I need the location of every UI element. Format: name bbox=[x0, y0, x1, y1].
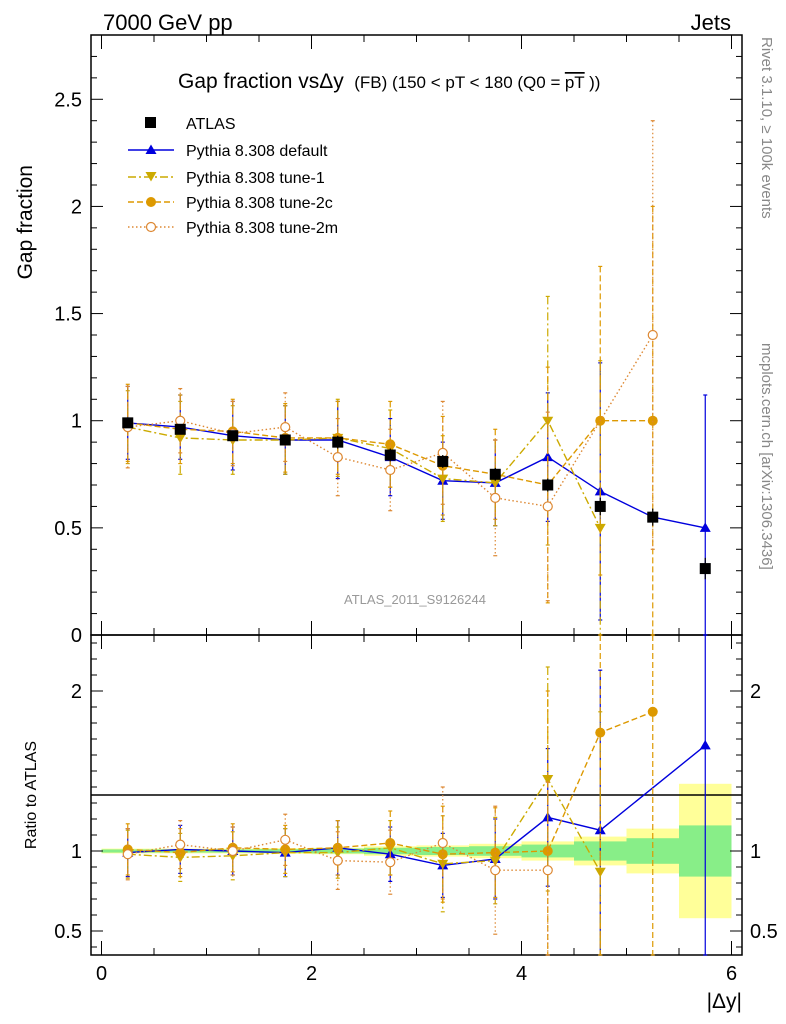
chart-title-overline: pT bbox=[565, 73, 585, 92]
atlas-data-point bbox=[542, 479, 554, 491]
ratio-point-pythia-8-308-tune-2c bbox=[595, 727, 606, 738]
atlas-data-point bbox=[594, 500, 606, 512]
ratio-point-pythia-8-308-tune-1 bbox=[489, 856, 501, 867]
analysis-watermark: ATLAS_2011_S9126244 bbox=[344, 592, 486, 607]
main-y-tick-label: 0 bbox=[71, 625, 82, 647]
main-point-pythia-8-308-tune-2m bbox=[385, 464, 396, 476]
atlas-data-point bbox=[122, 417, 134, 429]
ratio-point-pythia-8-308-tune-2c bbox=[437, 849, 448, 860]
chart-title-sub: (FB) (150 < pT < 180 (Q0 = bbox=[354, 73, 560, 92]
atlas-data-point bbox=[332, 436, 344, 448]
legend-label-atlas: ATLAS bbox=[186, 116, 236, 133]
main-y-axis-label: Gap fraction bbox=[14, 165, 37, 279]
chart-title-close: )) bbox=[589, 73, 600, 92]
main-y-tick-label: 2 bbox=[71, 196, 82, 218]
main-point-pythia-8-308-default bbox=[699, 522, 711, 532]
main-point-pythia-8-308-tune-2c bbox=[385, 439, 396, 450]
chart-title: Gap fraction vsΔy (FB) (150 < pT < 180 (… bbox=[178, 70, 600, 93]
main-line-pythia-8-308-default bbox=[127, 422, 706, 529]
legend-marker-tune1 bbox=[145, 172, 157, 182]
main-data-layer bbox=[122, 417, 711, 580]
ratio-point-pythia-8-308-tune-2m bbox=[122, 849, 133, 860]
ratio-point-pythia-8-308-tune-2m bbox=[280, 834, 291, 845]
legend-marker-tune2c bbox=[146, 197, 156, 207]
legend-label-tune2m: Pythia 8.308 tune-2m bbox=[186, 220, 338, 237]
atlas-data-point bbox=[699, 563, 711, 575]
legend-label-tune2c: Pythia 8.308 tune-2c bbox=[186, 195, 333, 212]
atlas-data-point bbox=[227, 430, 239, 442]
main-line-pythia-8-308-tune-1 bbox=[127, 419, 601, 529]
rivet-side-label: Rivet 3.1.10, ≥ 100k events bbox=[758, 37, 775, 219]
atlas-data-point bbox=[279, 434, 291, 446]
ratio-point-pythia-8-308-tune-2c bbox=[647, 706, 658, 717]
ratio-point-pythia-8-308-tune-2m bbox=[175, 839, 186, 850]
main-y-tick-label: 1 bbox=[71, 411, 82, 433]
ratio-series-layer bbox=[122, 634, 711, 956]
ratio-y-tick-label-right: 0.5 bbox=[750, 921, 778, 943]
ratio-point-pythia-8-308-tune-2m bbox=[332, 855, 343, 866]
ratio-y-ticks: 0.5 0.5 1 1 2 2 bbox=[54, 642, 778, 948]
x-tick-label: 6 bbox=[726, 963, 737, 985]
ratio-point-pythia-8-308-tune-2m bbox=[385, 857, 396, 868]
main-point-pythia-8-308-tune-1 bbox=[437, 474, 449, 485]
main-y-tick-label: 2.5 bbox=[54, 89, 82, 111]
legend-label-tune1: Pythia 8.308 tune-1 bbox=[186, 170, 325, 187]
legend-marker-atlas bbox=[145, 117, 156, 128]
legend-marker-default bbox=[145, 144, 157, 154]
ratio-point-pythia-8-308-tune-2m bbox=[227, 845, 238, 857]
ratio-y-tick-label-left: 2 bbox=[71, 681, 82, 703]
ratio-y-tick-label-right: 2 bbox=[750, 681, 761, 703]
main-point-pythia-8-308-tune-2m bbox=[490, 492, 501, 503]
main-point-pythia-8-308-tune-1 bbox=[174, 433, 186, 444]
x-ticks: 0 2 4 6 bbox=[96, 35, 737, 985]
atlas-data-point bbox=[437, 455, 449, 467]
mcplots-side-label: mcplots.cern.ch [arXiv:1306.3436] bbox=[758, 343, 775, 570]
atlas-data-point bbox=[647, 511, 659, 523]
ratio-line-pythia-8-308-tune-1 bbox=[127, 777, 601, 873]
ratio-point-pythia-8-308-tune-2c bbox=[490, 847, 501, 858]
header-jets-label: Jets bbox=[691, 10, 731, 35]
legend-marker-tune2m bbox=[145, 221, 157, 233]
x-tick-label: 2 bbox=[306, 963, 317, 985]
ratio-y-axis-label: Ratio to ATLAS bbox=[23, 741, 40, 849]
ratio-point-pythia-8-308-tune-2m bbox=[542, 865, 553, 876]
x-axis-label: |Δy| bbox=[707, 990, 742, 1013]
main-point-pythia-8-308-tune-2m bbox=[280, 422, 291, 433]
main-point-pythia-8-308-tune-2m bbox=[542, 501, 553, 512]
atlas-data-point bbox=[174, 423, 186, 435]
ratio-point-pythia-8-308-default bbox=[699, 739, 711, 750]
main-point-pythia-8-308-tune-2m bbox=[647, 329, 658, 341]
main-line-pythia-8-308-tune-2m bbox=[127, 334, 654, 508]
main-y-ticks: 0 0.5 1 1.5 2 2.5 bbox=[54, 34, 742, 647]
atlas-data-point bbox=[489, 468, 501, 480]
legend-label-default: Pythia 8.308 default bbox=[186, 143, 328, 160]
x-tick-label: 4 bbox=[516, 963, 527, 985]
main-y-tick-label: 0.5 bbox=[54, 518, 82, 540]
header-energy-label: 7000 GeV pp bbox=[103, 10, 233, 35]
legend: ATLAS Pythia 8.308 default Pythia 8.308 … bbox=[128, 116, 338, 237]
ratio-y-tick-label-right: 1 bbox=[750, 841, 761, 863]
ratio-point-pythia-8-308-tune-2c bbox=[280, 844, 291, 855]
ratio-point-pythia-8-308-tune-2m bbox=[490, 865, 501, 876]
main-point-pythia-8-308-tune-2m bbox=[332, 452, 343, 463]
ratio-point-pythia-8-308-tune-2m bbox=[437, 837, 448, 849]
ratio-point-pythia-8-308-tune-1 bbox=[542, 775, 554, 785]
ratio-y-tick-label-left: 0.5 bbox=[54, 921, 82, 943]
chart-title-main: Gap fraction vsΔy bbox=[178, 70, 344, 93]
atlas-data-point bbox=[384, 449, 396, 461]
ratio-y-tick-label-left: 1 bbox=[71, 841, 82, 863]
main-y-tick-label: 1.5 bbox=[54, 304, 82, 326]
x-tick-label: 0 bbox=[96, 963, 107, 985]
